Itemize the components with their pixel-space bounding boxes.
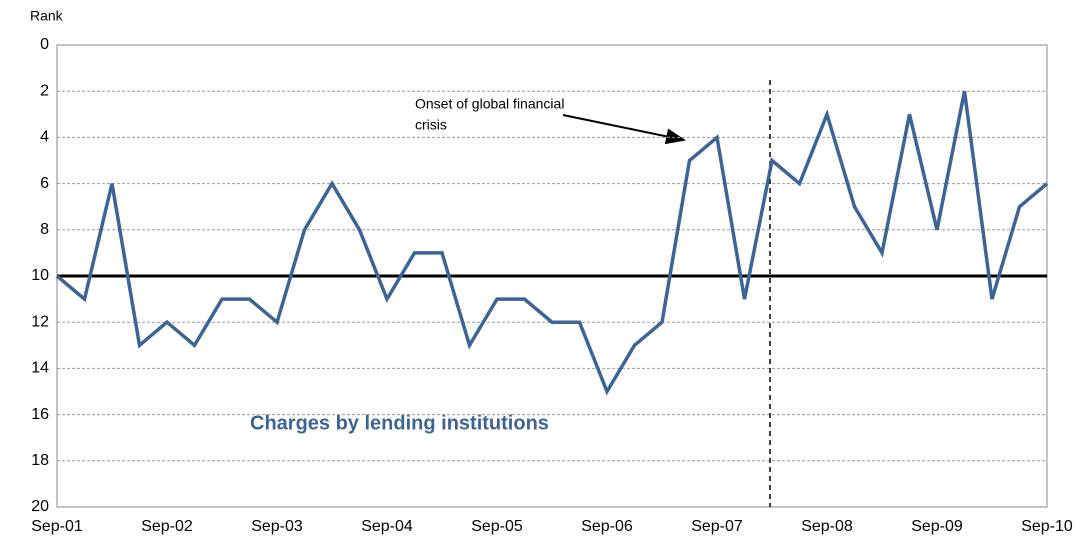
series-annotation: Charges by lending institutions [250, 412, 549, 434]
event-arrow [562, 114, 686, 145]
x-tick-label: Sep-08 [801, 518, 853, 535]
y-tick-label: 14 [31, 360, 49, 377]
x-tick-label: Sep-09 [911, 518, 963, 535]
event-label: Onset of global financial [415, 96, 564, 112]
y-tick-label: 10 [31, 267, 49, 284]
y-tick-label: 18 [31, 452, 49, 469]
y-tick-label: 12 [31, 313, 49, 330]
x-tick-label: Sep-07 [691, 518, 743, 535]
y-tick-label: 2 [40, 82, 49, 99]
x-tick-label: Sep-03 [251, 518, 303, 535]
y-tick-label: 16 [31, 406, 49, 423]
x-tick-label: Sep-02 [141, 518, 193, 535]
x-tick-label: Sep-10 [1021, 518, 1073, 535]
x-tick-label: Sep-01 [31, 518, 83, 535]
x-tick-label: Sep-05 [471, 518, 523, 535]
y-tick-label: 4 [40, 129, 49, 146]
series-line [55, 90, 1049, 396]
y-axis-label: Rank [30, 8, 64, 24]
event-label: crisis [415, 117, 447, 133]
y-tick-label: 20 [31, 498, 49, 515]
x-tick-label: Sep-04 [361, 518, 413, 535]
y-tick-label: 0 [40, 36, 49, 53]
y-tick-label: 6 [40, 175, 49, 192]
x-tick-label: Sep-06 [581, 518, 633, 535]
y-tick-label: 8 [40, 221, 49, 238]
